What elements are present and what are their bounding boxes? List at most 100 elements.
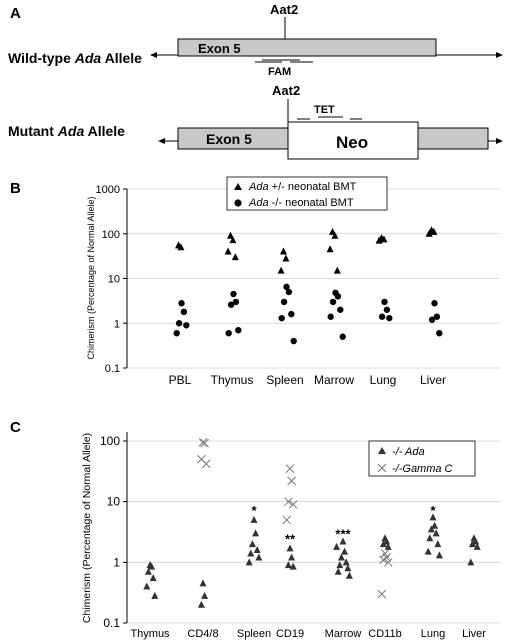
y-tick-label: 0.1 bbox=[103, 616, 120, 630]
circle-point bbox=[383, 306, 391, 313]
y-tick-label: 100 bbox=[100, 434, 120, 448]
x-tick-label: Marrow bbox=[314, 373, 354, 387]
tet-label: TET bbox=[314, 104, 335, 116]
circle-point bbox=[381, 298, 388, 306]
triangle-point bbox=[380, 235, 388, 243]
triangle-point bbox=[375, 236, 383, 244]
panel-c-gridlines bbox=[123, 440, 500, 624]
triangle-point bbox=[289, 562, 297, 570]
triangle-point bbox=[149, 574, 157, 582]
triangle-point bbox=[435, 551, 443, 559]
panel-c-label: C bbox=[10, 419, 21, 436]
triangle-point bbox=[199, 579, 207, 587]
x-tick-label: Marrow bbox=[325, 628, 362, 640]
circle-point bbox=[235, 326, 242, 334]
triangle-point bbox=[429, 513, 437, 521]
x-point bbox=[282, 515, 292, 525]
x-tick-label: Spleen bbox=[237, 628, 271, 640]
triangle-point bbox=[326, 245, 334, 253]
mutant-exon5-label: Exon 5 bbox=[206, 131, 252, 147]
x-tick-label: Lung bbox=[370, 373, 397, 387]
triangle-point bbox=[383, 537, 391, 545]
legend-ada-label: -/- Ada bbox=[392, 446, 425, 458]
x-point bbox=[198, 437, 208, 447]
triangle-point bbox=[245, 558, 253, 566]
triangle-point bbox=[252, 529, 260, 537]
triangle-point bbox=[197, 600, 205, 608]
x-point bbox=[287, 476, 296, 486]
triangle-point bbox=[467, 558, 475, 566]
circle-point bbox=[183, 322, 190, 329]
x-tick-label: Lung bbox=[421, 628, 445, 640]
circle-point bbox=[436, 329, 443, 337]
triangle-point bbox=[286, 544, 294, 552]
wildtype-exon5-box bbox=[177, 38, 437, 57]
circle-point bbox=[283, 283, 290, 291]
significance-annotation: * bbox=[251, 503, 257, 518]
panel-a-label: A bbox=[10, 5, 21, 22]
panel-b-gridlines bbox=[123, 188, 500, 369]
circle-point bbox=[285, 288, 293, 296]
triangle-point bbox=[282, 254, 290, 262]
triangle-point bbox=[342, 558, 350, 566]
panel-b-label: B bbox=[10, 180, 21, 197]
triangle-point bbox=[144, 567, 152, 575]
triangle-point bbox=[473, 542, 481, 550]
circle-point bbox=[378, 313, 386, 320]
x-tick-label: PBL bbox=[169, 373, 192, 387]
triangle-point bbox=[224, 247, 232, 255]
panel-c-x-tick-labels: Thymus CD4/8 Spleen CD19 Marrow CD11b Lung Live… bbox=[130, 628, 486, 640]
mutant-allele-label: Mutant Ada Allele bbox=[8, 123, 125, 139]
circle-point bbox=[386, 314, 393, 322]
wildtype-aat2-label: Aat2 bbox=[270, 2, 298, 17]
significance-annotation: * bbox=[430, 503, 436, 518]
neo-label: Neo bbox=[336, 133, 368, 152]
panel-c-points bbox=[143, 437, 481, 608]
panel-c-y-tick-labels: 0.1 1 10 100 bbox=[100, 434, 120, 630]
circle-point bbox=[433, 313, 441, 320]
triangle-point bbox=[468, 540, 476, 548]
triangle-point bbox=[472, 537, 480, 545]
circle-point bbox=[288, 310, 295, 318]
triangle-point bbox=[333, 542, 341, 550]
circle-point bbox=[173, 329, 180, 337]
x-tick-label: Thymus bbox=[130, 628, 170, 640]
panel-b-y-tick-labels: 0.1 1 10 100 1000 bbox=[96, 184, 120, 375]
legend-ko-label: Ada -/- neonatal BMT bbox=[248, 197, 354, 209]
fam-label: FAM bbox=[268, 66, 291, 78]
panel-a: A Wild-type Ada Allele Exon 5 Aat2 FAM M… bbox=[8, 2, 503, 160]
circle-point bbox=[175, 320, 183, 327]
x-point bbox=[200, 438, 209, 448]
legend-het-label: Ada +/- neonatal BMT bbox=[248, 181, 357, 193]
y-tick-label: 10 bbox=[107, 495, 121, 509]
triangle-point bbox=[434, 540, 442, 548]
triangle-point bbox=[432, 529, 440, 537]
panel-c-significance-annotations: *** **** bbox=[251, 503, 436, 546]
circle-point bbox=[337, 306, 344, 313]
x-tick-label: Thymus bbox=[211, 373, 254, 387]
triangle-point bbox=[148, 562, 156, 570]
triangle-point bbox=[427, 525, 435, 533]
mutant-aat2-label: Aat2 bbox=[272, 83, 300, 98]
panel-b-x-tick-labels: PBL Thymus Spleen Marrow Lung Liver bbox=[169, 373, 446, 387]
panel-c: C 0.1 1 10 100 Thymus CD4/8 Spleen CD19 Marrow C… bbox=[10, 419, 500, 640]
x-point bbox=[379, 555, 388, 565]
triangle-point bbox=[231, 253, 239, 261]
triangle-point bbox=[143, 582, 151, 590]
triangle-point bbox=[253, 545, 261, 553]
y-tick-label: 100 bbox=[102, 229, 120, 241]
x-tick-label: CD19 bbox=[276, 628, 304, 640]
panel-c-legend-box bbox=[368, 440, 476, 477]
neo-cassette-box bbox=[287, 121, 419, 160]
triangle-point bbox=[151, 591, 159, 599]
legend-triangle-marker bbox=[234, 183, 242, 190]
triangle-point bbox=[431, 521, 439, 529]
x-point bbox=[383, 557, 393, 567]
wildtype-allele-label: Wild-type Ada Allele bbox=[8, 50, 142, 66]
x-point bbox=[288, 500, 298, 509]
circle-point bbox=[431, 300, 438, 307]
circle-point bbox=[327, 313, 334, 320]
panel-c-legend: -/- Ada -/-Gamma C bbox=[368, 440, 476, 477]
y-tick-label: 1 bbox=[113, 555, 120, 569]
y-tick-label: 1000 bbox=[96, 184, 120, 196]
